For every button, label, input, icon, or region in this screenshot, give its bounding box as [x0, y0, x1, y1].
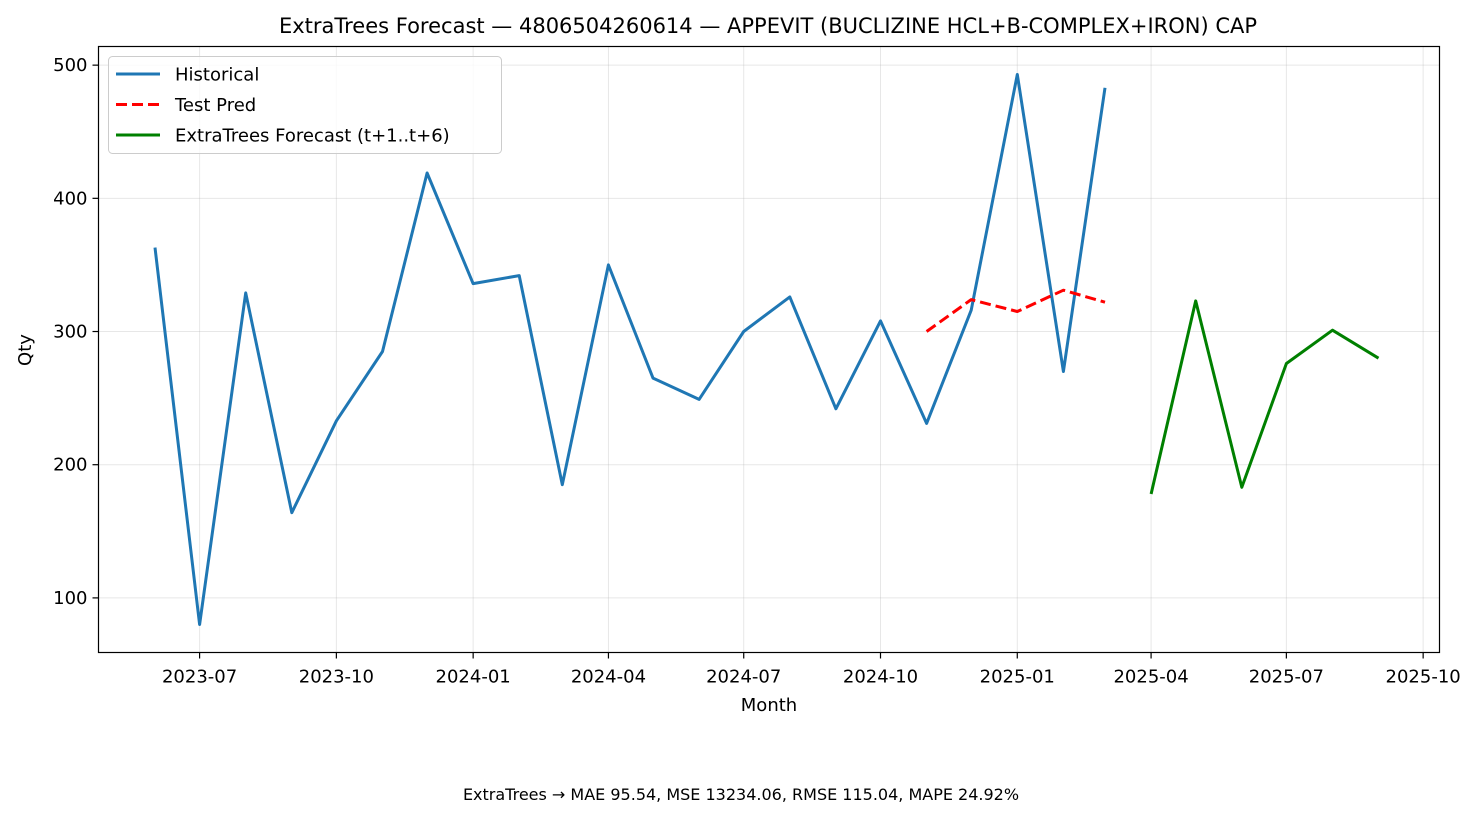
legend: Historical Test Pred ExtraTrees Forecast (…: [108, 56, 502, 154]
x-tick-label: 2025-10: [1386, 667, 1461, 688]
y-axis-ticks: 100 200 300 400 500: [53, 55, 99, 609]
x-axis-ticks: 2023-07 2023-10 2024-01 2024-04 2024-07 2024-…: [162, 652, 1461, 688]
series-line-2: [1149, 299, 1380, 495]
x-tick-label: 2023-10: [299, 667, 374, 688]
x-tick-label: 2023-07: [162, 667, 237, 688]
x-tick-label: 2025-04: [1113, 667, 1188, 688]
series-line-1: [925, 288, 1106, 333]
series-line-0: [153, 73, 1107, 626]
series-group: [153, 73, 1380, 626]
y-tick-label: 300: [53, 322, 87, 343]
x-tick-label: 2025-07: [1249, 667, 1324, 688]
y-tick-label: 500: [53, 55, 87, 76]
legend-items: Historical Test Pred ExtraTrees Forecast (…: [116, 65, 450, 147]
y-tick-label: 200: [53, 455, 87, 476]
legend-box: [108, 56, 502, 154]
y-axis-label: Qty: [15, 334, 36, 366]
x-axis-label: Month: [741, 695, 797, 716]
x-tick-label: 2024-07: [706, 667, 781, 688]
y-tick-label: 400: [53, 188, 87, 209]
legend-label: Test Pred: [174, 95, 256, 116]
metrics-footer: ExtraTrees → MAE 95.54, MSE 13234.06, RM…: [463, 785, 1019, 804]
x-tick-label: 2024-04: [571, 667, 646, 688]
x-tick-label: 2024-10: [843, 667, 918, 688]
legend-label: ExtraTrees Forecast (t+1..t+6): [175, 126, 450, 147]
x-tick-label: 2025-01: [980, 667, 1055, 688]
chart-title: ExtraTrees Forecast — 4806504260614 — AP…: [279, 14, 1257, 38]
legend-label: Historical: [175, 65, 259, 86]
y-tick-label: 100: [53, 588, 87, 609]
plot-frame: [97, 45, 1441, 654]
x-tick-label: 2024-01: [436, 667, 511, 688]
